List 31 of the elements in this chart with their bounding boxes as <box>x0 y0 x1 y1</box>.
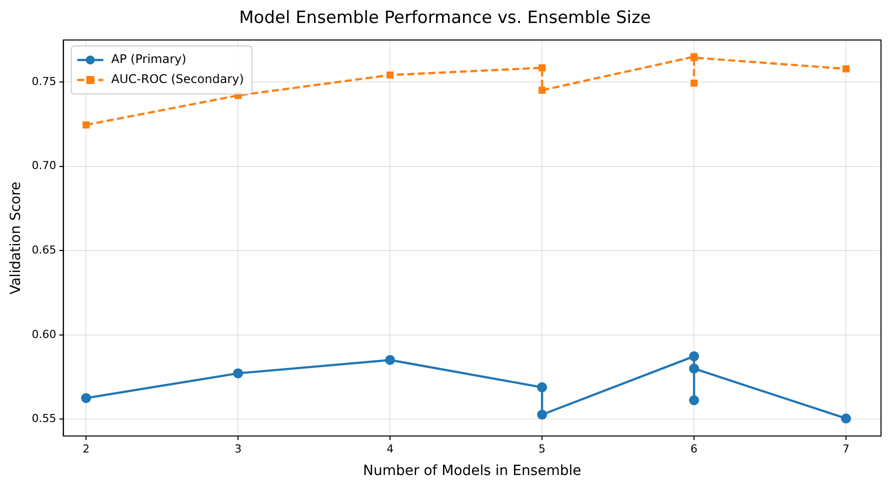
point <box>689 395 700 406</box>
point <box>690 80 698 87</box>
point <box>841 413 852 424</box>
y-tick-label: 0.65 <box>32 244 56 256</box>
y-axis-title: Validation Score <box>8 182 24 294</box>
legend-label: AP (Primary) <box>111 52 186 66</box>
x-tick-label: 5 <box>538 442 546 456</box>
point <box>537 410 548 420</box>
y-tick-label: 0.70 <box>32 159 56 172</box>
point <box>233 368 244 378</box>
y-tick-label: 0.55 <box>32 412 56 426</box>
point <box>81 393 92 404</box>
x-tick-label: 7 <box>842 442 850 456</box>
y-tick-label: 0.60 <box>32 328 56 341</box>
point <box>538 64 546 72</box>
x-tick-label: 2 <box>82 442 90 456</box>
chart-title: Model Ensemble Performance vs. Ensemble Size <box>238 8 652 28</box>
x-tick-label: 6 <box>690 442 698 456</box>
point <box>689 351 700 362</box>
x-tick-label: 3 <box>234 442 242 456</box>
point <box>842 65 850 72</box>
point <box>537 382 548 392</box>
point <box>385 355 396 365</box>
point <box>689 364 700 374</box>
point <box>538 86 546 94</box>
point <box>386 72 394 79</box>
y-tick-label: 0.75 <box>32 74 56 88</box>
legend-label: AUC-ROC (Secondary) <box>111 72 244 86</box>
x-axis-title: Number of Models in Ensemble <box>363 463 582 480</box>
point <box>82 121 90 128</box>
x-tick-label: 4 <box>386 442 394 456</box>
